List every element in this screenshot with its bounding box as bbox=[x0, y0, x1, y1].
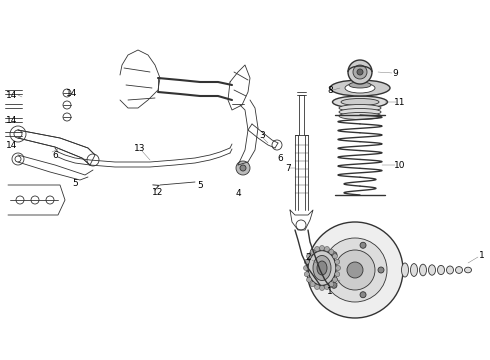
Text: 5: 5 bbox=[72, 179, 78, 188]
Text: 14: 14 bbox=[6, 140, 18, 149]
Ellipse shape bbox=[465, 267, 471, 273]
Text: 14: 14 bbox=[6, 90, 18, 99]
Circle shape bbox=[304, 259, 309, 264]
Circle shape bbox=[304, 272, 309, 277]
Ellipse shape bbox=[401, 263, 409, 277]
Circle shape bbox=[319, 285, 324, 291]
Circle shape bbox=[332, 277, 338, 282]
Circle shape bbox=[236, 161, 250, 175]
Text: 8: 8 bbox=[327, 86, 333, 95]
Ellipse shape bbox=[419, 264, 426, 276]
Ellipse shape bbox=[349, 82, 371, 88]
Text: 4: 4 bbox=[235, 189, 241, 198]
Text: 6: 6 bbox=[277, 153, 283, 162]
Ellipse shape bbox=[313, 256, 331, 280]
Circle shape bbox=[335, 272, 340, 277]
Circle shape bbox=[324, 284, 329, 289]
Circle shape bbox=[331, 252, 337, 258]
Text: 1: 1 bbox=[479, 251, 485, 260]
Circle shape bbox=[324, 247, 329, 252]
Text: 10: 10 bbox=[394, 161, 406, 170]
Ellipse shape bbox=[341, 99, 379, 105]
Ellipse shape bbox=[428, 265, 436, 275]
Ellipse shape bbox=[308, 251, 336, 285]
Ellipse shape bbox=[438, 265, 444, 275]
Text: 13: 13 bbox=[134, 144, 146, 153]
Text: 14: 14 bbox=[6, 116, 18, 125]
Circle shape bbox=[357, 69, 363, 75]
Circle shape bbox=[347, 262, 363, 278]
Ellipse shape bbox=[411, 264, 417, 276]
Circle shape bbox=[335, 250, 375, 290]
Text: 6: 6 bbox=[52, 150, 58, 159]
Circle shape bbox=[307, 254, 312, 259]
Ellipse shape bbox=[446, 266, 454, 274]
Circle shape bbox=[335, 259, 340, 264]
Ellipse shape bbox=[345, 83, 375, 93]
Text: 11: 11 bbox=[394, 98, 406, 107]
Circle shape bbox=[323, 238, 387, 302]
Text: 12: 12 bbox=[152, 188, 164, 197]
Ellipse shape bbox=[339, 112, 381, 120]
Circle shape bbox=[329, 249, 334, 254]
Ellipse shape bbox=[330, 80, 390, 96]
Circle shape bbox=[315, 247, 319, 252]
Ellipse shape bbox=[339, 108, 381, 116]
Circle shape bbox=[348, 60, 372, 84]
Text: 5: 5 bbox=[197, 180, 203, 189]
Circle shape bbox=[303, 266, 309, 270]
Circle shape bbox=[360, 292, 366, 298]
Circle shape bbox=[378, 267, 384, 273]
Circle shape bbox=[353, 65, 367, 79]
Ellipse shape bbox=[456, 267, 463, 273]
Circle shape bbox=[310, 282, 315, 287]
Circle shape bbox=[240, 165, 246, 171]
Text: 2: 2 bbox=[305, 253, 311, 262]
Circle shape bbox=[336, 266, 341, 270]
Circle shape bbox=[319, 246, 324, 251]
Text: 9: 9 bbox=[392, 68, 398, 77]
Circle shape bbox=[329, 282, 334, 287]
Circle shape bbox=[307, 277, 312, 282]
Circle shape bbox=[332, 254, 338, 259]
Circle shape bbox=[307, 222, 403, 318]
Circle shape bbox=[310, 249, 315, 254]
Circle shape bbox=[331, 282, 337, 288]
Ellipse shape bbox=[333, 96, 388, 108]
Circle shape bbox=[360, 242, 366, 248]
Text: 3: 3 bbox=[259, 131, 265, 140]
Text: 7: 7 bbox=[285, 163, 291, 172]
Circle shape bbox=[315, 284, 319, 289]
Text: 14: 14 bbox=[66, 89, 78, 98]
Ellipse shape bbox=[317, 261, 327, 275]
Ellipse shape bbox=[339, 104, 381, 112]
Text: 1: 1 bbox=[327, 288, 333, 297]
